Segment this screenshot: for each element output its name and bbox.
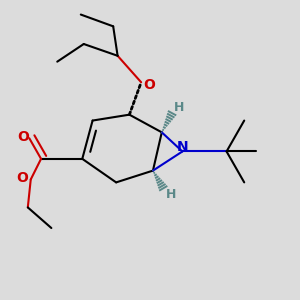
Text: N: N <box>177 140 189 154</box>
Text: H: H <box>174 101 184 114</box>
Text: H: H <box>165 188 176 201</box>
Text: O: O <box>17 130 29 144</box>
Text: O: O <box>143 78 155 92</box>
Text: O: O <box>16 171 28 185</box>
